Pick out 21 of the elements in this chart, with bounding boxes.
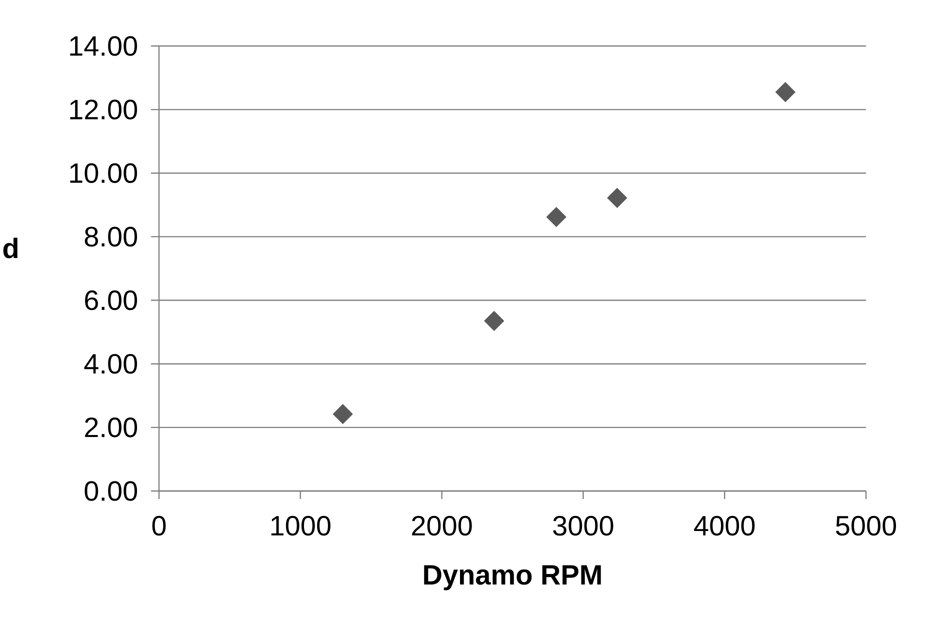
- y-axis-title: d: [3, 238, 18, 258]
- x-tick-label: 4000: [694, 516, 755, 536]
- x-tick-label: 5000: [836, 516, 896, 536]
- y-tick-label: 6.00: [85, 290, 138, 310]
- y-tick-label: 14.00: [70, 36, 138, 56]
- y-tick-label: 2.00: [85, 418, 138, 438]
- point: [332, 404, 353, 424]
- x-tick-label: 2000: [412, 516, 472, 536]
- y-tick-label: 8.00: [84, 226, 138, 247]
- point: [775, 82, 796, 102]
- y-tick-label: 12.00: [70, 100, 138, 120]
- x-axis-title: Dynamo RPM: [424, 565, 601, 590]
- point: [607, 188, 628, 208]
- x-tick-label: 1000: [271, 516, 330, 536]
- point: [546, 206, 566, 228]
- x-tick-label: 0: [152, 516, 166, 536]
- y-tick-label: 0.00: [84, 481, 138, 501]
- x-tick-label: 3000: [553, 516, 614, 536]
- y-tick-label: 4.00: [84, 354, 138, 374]
- point: [484, 310, 504, 332]
- y-tick-label: 10.00: [70, 163, 138, 184]
